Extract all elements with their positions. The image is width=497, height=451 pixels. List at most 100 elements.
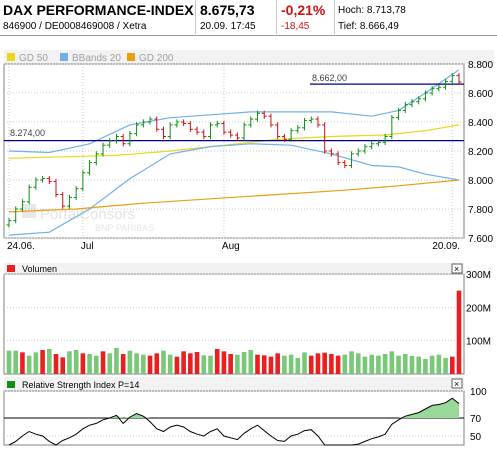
- ohlc-bar-up: [241, 122, 247, 141]
- rsi-panel: Relative Strength Index P=14 ×: [3, 377, 465, 446]
- volume-bar: [181, 351, 186, 374]
- volume-bar: [335, 355, 341, 374]
- volume-bar: [26, 355, 32, 374]
- ohlc-bar-down: [281, 133, 287, 143]
- ohlc-bar-up: [308, 116, 314, 124]
- volume-bar: [349, 351, 354, 374]
- ohlc-bar-up: [355, 148, 361, 157]
- header-rule: [0, 35, 497, 36]
- volume-bar: [194, 352, 200, 374]
- day-high: Hoch: 8.713,78: [338, 5, 406, 16]
- ohlc-bar-up: [369, 141, 375, 150]
- ohlc-bar-up: [113, 133, 119, 144]
- ohlc-bar-up: [93, 151, 99, 166]
- ohlc-bar-down: [194, 126, 200, 135]
- volume-bar: [436, 354, 442, 374]
- volume-bar: [322, 352, 327, 374]
- volume-close-button[interactable]: [451, 263, 463, 274]
- volume-bar: [127, 350, 133, 374]
- ohlc-bar-up: [422, 90, 428, 102]
- ohlc-bar-up: [40, 175, 46, 183]
- ohlc-bar-up: [100, 142, 106, 157]
- ohlc-bar-up: [288, 128, 294, 143]
- volume-bar: [409, 356, 415, 374]
- price-panel: PortalConsors BNP PARIBAS 8.662,00 8.274…: [3, 63, 465, 239]
- ohlc-bar-up: [13, 206, 19, 224]
- volume-bar: [87, 354, 92, 374]
- instrument-title: DAX PERFORMANCE-INDEX: [3, 2, 194, 18]
- change-percent: -0,21%: [281, 2, 326, 18]
- header-divider: [334, 0, 335, 34]
- rsi-close-button[interactable]: [451, 378, 463, 389]
- volume-bar: [261, 355, 267, 374]
- volume-bar: [214, 349, 220, 374]
- volume-bar: [114, 348, 119, 374]
- y-tick-label: 7.800: [468, 205, 493, 216]
- volume-bar: [94, 355, 99, 374]
- volume-bar: [362, 356, 368, 374]
- volume-bar: [46, 349, 52, 374]
- volume-bar: [369, 354, 374, 374]
- y-tick-label: 8.400: [468, 118, 493, 129]
- header-divider: [195, 0, 196, 34]
- ohlc-bar-down: [315, 116, 321, 128]
- volume-bar: [6, 350, 12, 374]
- ohlc-bar-down: [234, 132, 240, 141]
- ohlc-bar-down: [201, 129, 207, 140]
- ohlc-bar-up: [382, 133, 388, 145]
- time-axis: 24.06. Jul Aug 20.09.: [7, 241, 460, 252]
- ohlc-bar-down: [154, 116, 160, 132]
- volume-bar: [154, 353, 160, 374]
- rsi-grid: [4, 390, 464, 437]
- ohlc-bar-down: [342, 159, 348, 169]
- y-tick-label: 200M: [466, 303, 491, 314]
- rsi-line: [8, 397, 460, 446]
- volume-bar: [282, 355, 287, 374]
- ohlc-bar-up: [19, 199, 25, 212]
- legend-gd200: GD 200: [139, 53, 174, 64]
- legend-swatch-gd50: [7, 53, 15, 61]
- ohlc-bar-down: [46, 175, 52, 185]
- ohlc-bar-up: [207, 122, 213, 140]
- ohlc-bar-up: [26, 184, 32, 205]
- volume-bar: [402, 354, 408, 374]
- legend-gd50: GD 50: [19, 53, 48, 64]
- volume-bar: [275, 353, 280, 374]
- volume-bar: [201, 355, 207, 374]
- ohlc-bar-down: [456, 72, 462, 85]
- ohlc-bar-down: [53, 178, 59, 198]
- ohlc-bar-up: [302, 117, 308, 131]
- y-tick-label: 300M: [466, 270, 491, 281]
- ohlc-bar-up: [127, 130, 133, 147]
- chart-area: GD 50 BBands 20 GD 200 PortalConsors BNP…: [3, 50, 494, 446]
- ohlc-bar-up: [134, 122, 140, 137]
- x-tick-label: 20.09.: [432, 241, 460, 252]
- volume-bar: [389, 351, 395, 374]
- volume-bar: [53, 354, 59, 374]
- ohlc-bar-up: [295, 125, 301, 134]
- close-icon: ×: [454, 379, 459, 389]
- volume-bar: [141, 354, 146, 374]
- y-tick-label: 50: [470, 432, 482, 443]
- ohlc-bar-down: [221, 120, 227, 135]
- volume-bar: [443, 358, 448, 374]
- volume-bar: [423, 359, 428, 374]
- volume-bar: [248, 350, 254, 374]
- volume-bar: [188, 353, 193, 374]
- ohlc-bar-up: [429, 86, 435, 96]
- volume-bar: [315, 353, 321, 374]
- close-icon: ×: [454, 264, 459, 274]
- ohlc-bar-up: [255, 110, 261, 122]
- ohlc-bar-up: [375, 139, 381, 147]
- volume-bar: [107, 353, 113, 374]
- ohlc-bar-up: [214, 120, 220, 128]
- volume-bar: [396, 355, 401, 374]
- volume-bar: [174, 356, 180, 374]
- ohlc-bar-down: [120, 133, 126, 147]
- volume-bar: [13, 350, 19, 374]
- ohlc-bar-down: [60, 191, 66, 209]
- ohlc-bar-up: [248, 116, 254, 128]
- volume-bar: [208, 355, 213, 374]
- ohlc-bar-down: [261, 110, 267, 119]
- ohlc-bar-down: [328, 148, 334, 157]
